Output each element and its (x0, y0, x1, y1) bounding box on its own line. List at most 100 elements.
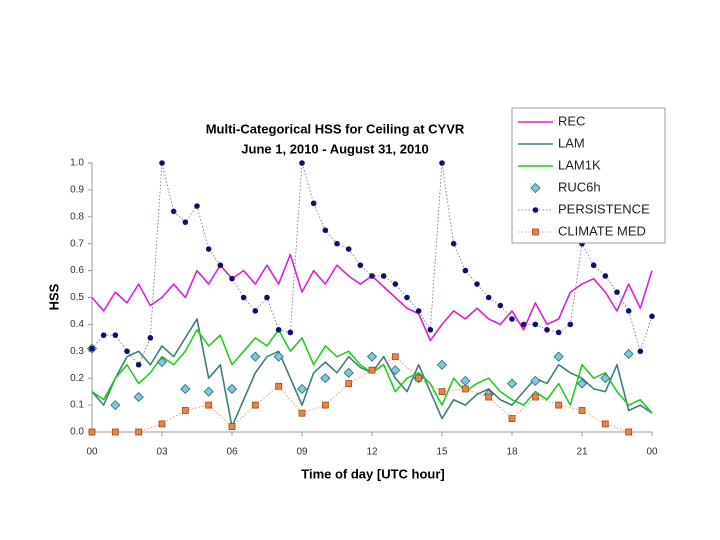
y-tick-label: 0.8 (70, 211, 84, 222)
diamond-marker (600, 373, 611, 384)
dot-marker (100, 332, 107, 338)
dot-marker (427, 326, 434, 333)
dot-marker (205, 246, 212, 252)
diamond-marker (366, 351, 378, 362)
square-marker (158, 420, 166, 428)
square-marker (88, 428, 96, 436)
diamond-marker (110, 400, 121, 411)
square-marker (345, 380, 353, 387)
diamond-marker (530, 182, 541, 194)
dot-marker (322, 227, 329, 234)
legend-label: LAM (558, 135, 585, 150)
dot-marker (439, 160, 445, 166)
dot-marker (520, 321, 527, 328)
y-axis-title: HSS (46, 283, 61, 310)
diamond-marker (623, 348, 634, 360)
y-tick-label: 0.3 (70, 346, 84, 357)
dot-marker (532, 321, 539, 328)
legend-label: LAM1K (558, 157, 601, 172)
y-tick-label: 0.5 (70, 292, 84, 303)
legend: REC LAM LAM1K RUC6h PERSISTENCE CLIMATE MED (511, 107, 666, 244)
dot-marker (240, 294, 247, 301)
diamond-marker (460, 375, 471, 386)
square-marker (461, 385, 469, 393)
diamond-marker (320, 373, 331, 384)
x-axis-title: Time of day [UTC hour] (301, 466, 444, 481)
y-tick-label: 0.9 (70, 185, 84, 196)
square-marker (205, 401, 213, 409)
dot-marker (345, 246, 352, 252)
x-tick-label: 00 (86, 447, 98, 458)
dot-marker (637, 348, 644, 355)
dot-marker (182, 219, 189, 225)
dot-marker (334, 240, 340, 247)
dot-marker (392, 281, 399, 287)
dot-marker (369, 273, 375, 279)
y-tick-label: 0.2 (70, 373, 84, 384)
diamond-marker (180, 383, 191, 395)
dot-marker (462, 267, 469, 274)
diamond-marker (226, 383, 238, 395)
dot-marker (567, 321, 574, 328)
dot-marker (602, 273, 609, 279)
dot-marker (147, 335, 154, 341)
diamond-marker (506, 378, 518, 389)
dot-marker (450, 240, 457, 247)
y-tick-label: 0.6 (70, 265, 84, 276)
x-tick-label: 21 (576, 447, 588, 458)
square-marker (391, 353, 399, 361)
y-tick-label: 1.0 (70, 158, 84, 169)
legend-label: CLIMATE MED (558, 223, 646, 238)
square-marker (531, 393, 539, 401)
square-marker (228, 423, 236, 431)
diamond-marker (250, 351, 261, 362)
diamond-marker (436, 359, 448, 370)
square-marker (625, 428, 633, 436)
x-tick-label: 15 (436, 447, 448, 458)
x-tick-label: 03 (156, 447, 168, 458)
dot-marker (474, 281, 480, 287)
square-marker (321, 401, 329, 409)
x-tick-label: 09 (296, 447, 308, 458)
legend-label: RUC6h (558, 179, 601, 194)
dot-marker (135, 361, 142, 368)
dot-marker (625, 308, 632, 314)
diamond-marker (203, 386, 214, 397)
dot-marker (555, 329, 562, 336)
dot-marker (275, 326, 282, 333)
dot-marker (614, 289, 620, 295)
chart-subtitle: June 1, 2010 - August 31, 2010 (241, 141, 428, 156)
dot-marker (544, 326, 550, 333)
dot-marker (229, 275, 235, 282)
square-marker (368, 366, 376, 374)
dot-marker (310, 200, 317, 207)
dot-marker (649, 313, 655, 320)
x-tick-label: 12 (366, 447, 378, 458)
square-marker (135, 428, 143, 436)
diamond-marker (553, 351, 564, 362)
diamond-marker (576, 378, 588, 389)
legend-box (511, 107, 666, 244)
series-dotted-line (92, 356, 629, 433)
dot-marker (415, 308, 422, 314)
dot-marker (194, 203, 200, 209)
square-marker (555, 401, 563, 409)
dot-marker (299, 160, 305, 166)
square-marker (508, 415, 516, 422)
x-tick-label: 18 (506, 447, 518, 458)
y-tick-label: 0.4 (70, 319, 84, 330)
dot-marker (380, 273, 387, 279)
dot-marker (217, 262, 224, 269)
y-tick-label: 0.1 (70, 400, 84, 411)
legend-label: PERSISTENCE (558, 201, 650, 216)
diamond-marker (273, 351, 284, 362)
square-marker (111, 428, 119, 436)
square-marker (251, 401, 259, 409)
plot-area (86, 160, 655, 436)
square-marker (601, 420, 609, 428)
x-tick-label: 00 (646, 447, 658, 458)
dot-marker (287, 329, 294, 336)
dot-marker (112, 332, 119, 338)
y-tick-label: 0.0 (70, 427, 84, 438)
